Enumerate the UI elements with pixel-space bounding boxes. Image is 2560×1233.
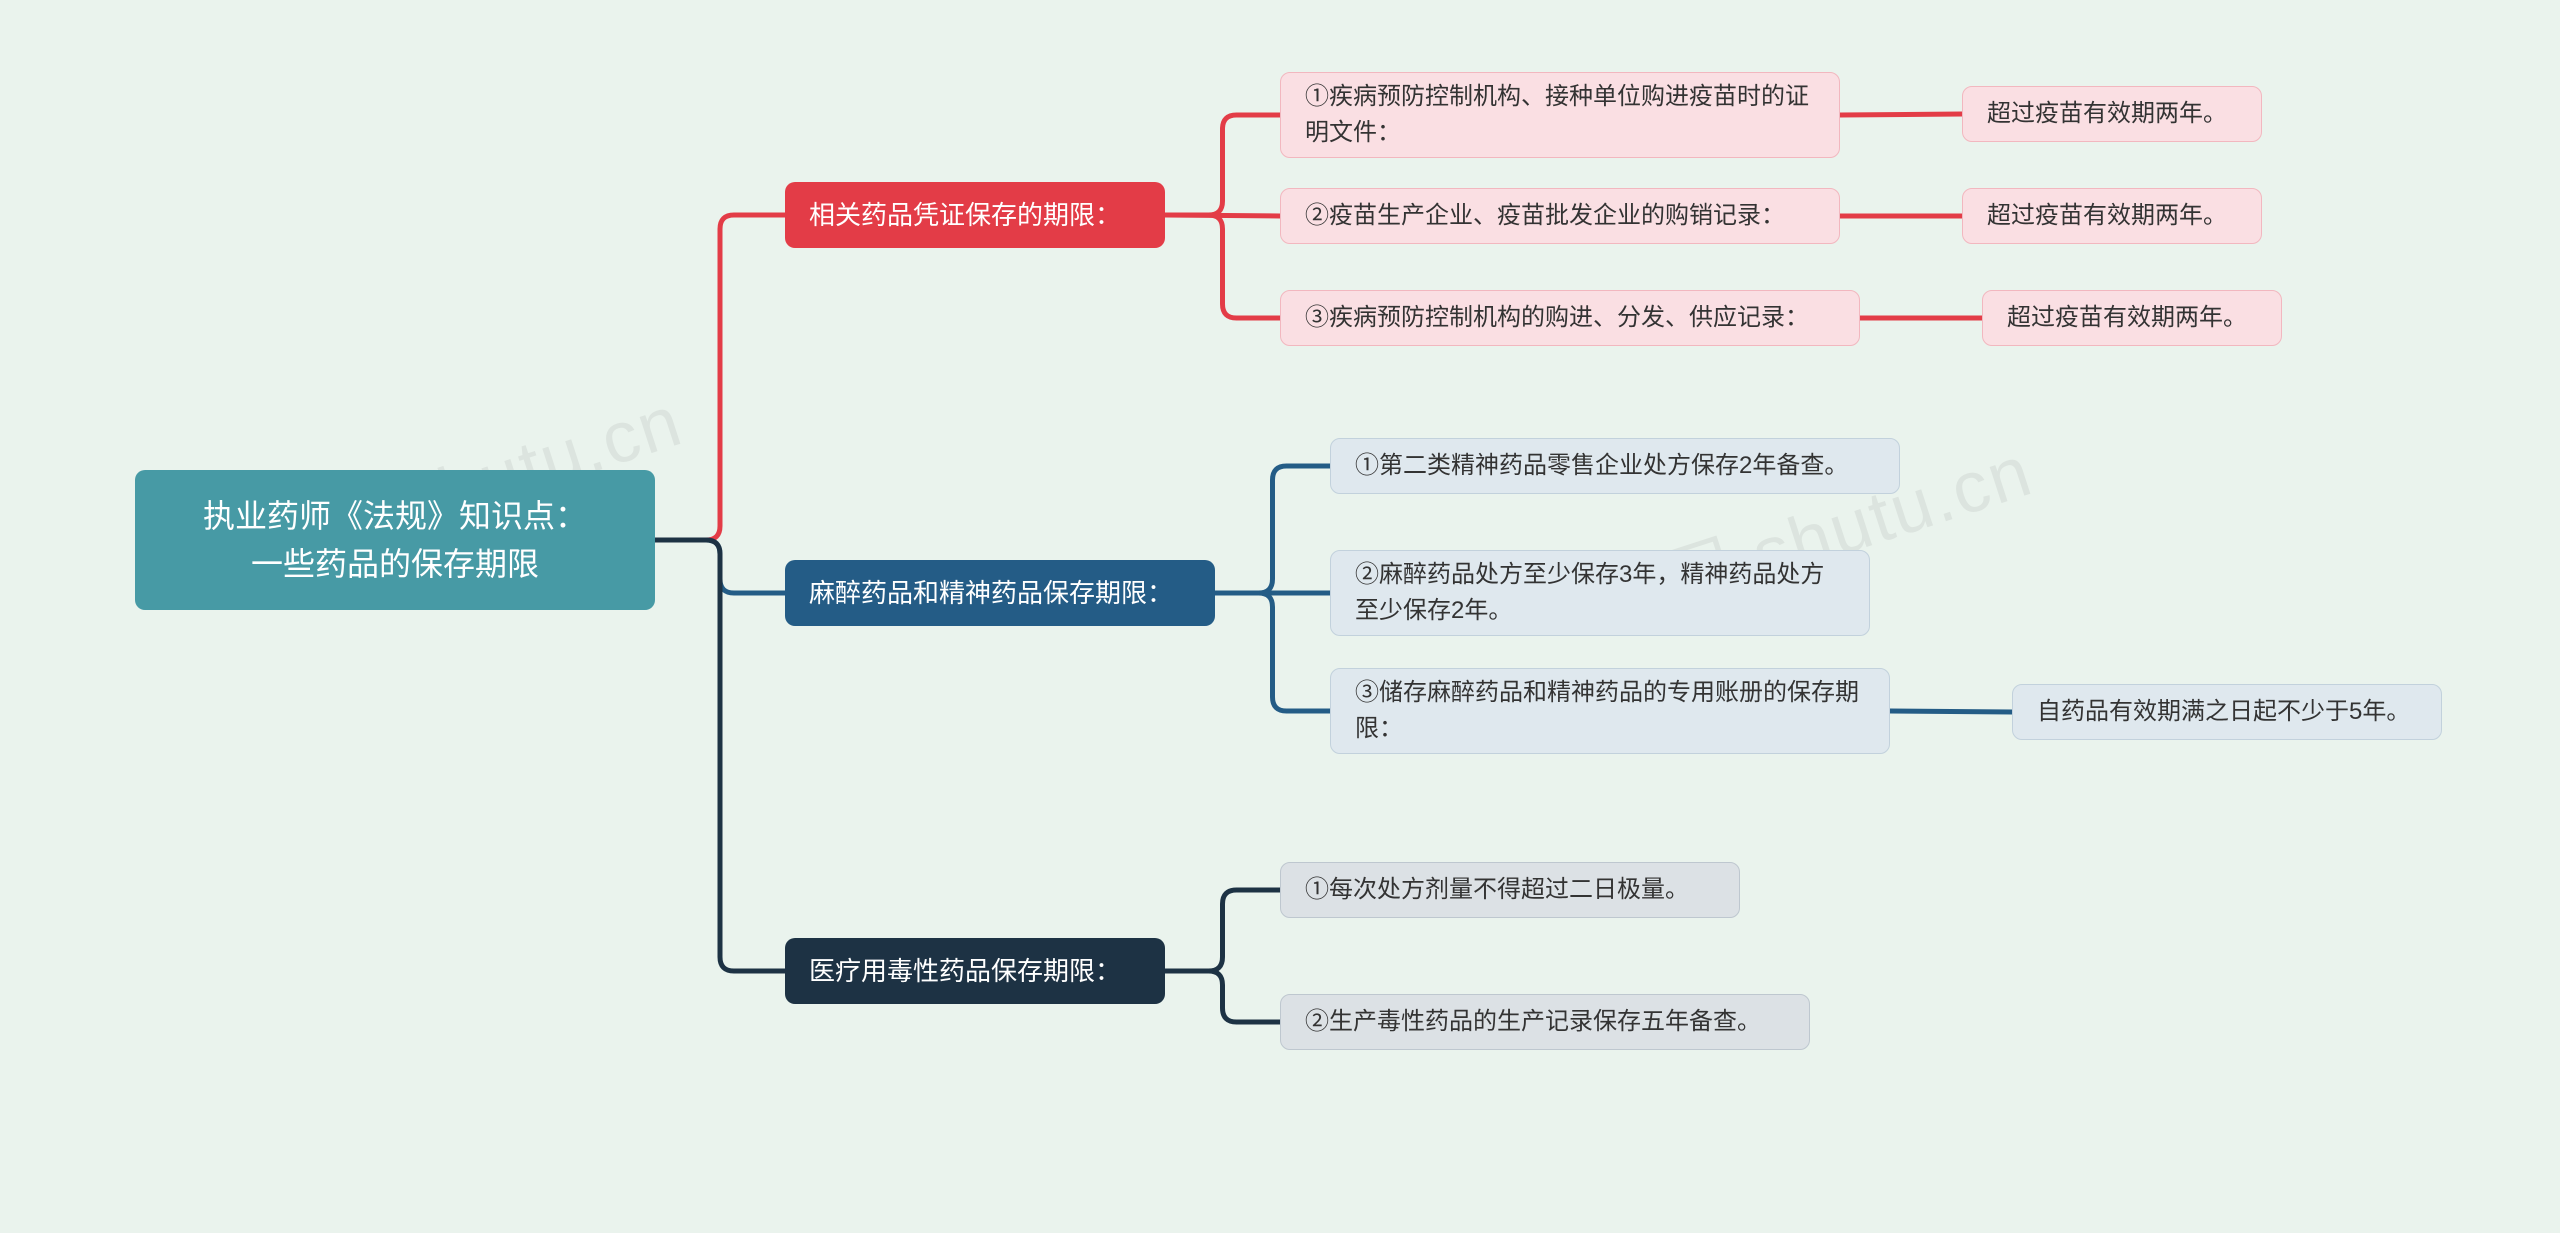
child-b2c2-label: ②麻醉药品处方至少保存3年，精神药品处方至少保存2年。: [1355, 557, 1845, 629]
child-b2c3: ③储存麻醉药品和精神药品的专用账册的保存期限：: [1330, 668, 1890, 754]
child-b3c2: ②生产毒性药品的生产记录保存五年备查。: [1280, 994, 1810, 1050]
child-b2c2: ②麻醉药品处方至少保存3年，精神药品处方至少保存2年。: [1330, 550, 1870, 636]
child-b3c1: ①每次处方剂量不得超过二日极量。: [1280, 862, 1740, 918]
child-b1c1-label: ①疾病预防控制机构、接种单位购进疫苗时的证明文件：: [1305, 79, 1815, 151]
child-b3c2-label: ②生产毒性药品的生产记录保存五年备查。: [1305, 1004, 1761, 1040]
connector-layer: [0, 0, 2560, 1233]
branch-b1-label: 相关药品凭证保存的期限：: [809, 196, 1121, 235]
grandchild-b2c3a-label: 自药品有效期满之日起不少于5年。: [2037, 694, 2410, 730]
grandchild-b1c2a-label: 超过疫苗有效期两年。: [1987, 198, 2227, 234]
branch-b1: 相关药品凭证保存的期限：: [785, 182, 1165, 248]
grandchild-b1c3a: 超过疫苗有效期两年。: [1982, 290, 2282, 346]
child-b1c3-label: ③疾病预防控制机构的购进、分发、供应记录：: [1305, 300, 1809, 336]
child-b2c1: ①第二类精神药品零售企业处方保存2年备查。: [1330, 438, 1900, 494]
branch-b3: 医疗用毒性药品保存期限：: [785, 938, 1165, 1004]
child-b2c1-label: ①第二类精神药品零售企业处方保存2年备查。: [1355, 448, 1848, 484]
grandchild-b1c1a: 超过疫苗有效期两年。: [1962, 86, 2262, 142]
grandchild-b1c2a: 超过疫苗有效期两年。: [1962, 188, 2262, 244]
root-node: 执业药师《法规》知识点：一些药品的保存期限: [135, 470, 655, 610]
child-b1c2-label: ②疫苗生产企业、疫苗批发企业的购销记录：: [1305, 198, 1785, 234]
grandchild-b2c3a: 自药品有效期满之日起不少于5年。: [2012, 684, 2442, 740]
branch-b3-label: 医疗用毒性药品保存期限：: [809, 952, 1121, 991]
child-b3c1-label: ①每次处方剂量不得超过二日极量。: [1305, 872, 1689, 908]
child-b1c1: ①疾病预防控制机构、接种单位购进疫苗时的证明文件：: [1280, 72, 1840, 158]
branch-b2-label: 麻醉药品和精神药品保存期限：: [809, 574, 1173, 613]
grandchild-b1c3a-label: 超过疫苗有效期两年。: [2007, 300, 2247, 336]
root-line1: 执业药师《法规》知识点：: [203, 492, 587, 540]
root-line2: 一些药品的保存期限: [203, 540, 587, 588]
child-b2c3-label: ③储存麻醉药品和精神药品的专用账册的保存期限：: [1355, 675, 1865, 747]
child-b1c3: ③疾病预防控制机构的购进、分发、供应记录：: [1280, 290, 1860, 346]
child-b1c2: ②疫苗生产企业、疫苗批发企业的购销记录：: [1280, 188, 1840, 244]
branch-b2: 麻醉药品和精神药品保存期限：: [785, 560, 1215, 626]
grandchild-b1c1a-label: 超过疫苗有效期两年。: [1987, 96, 2227, 132]
